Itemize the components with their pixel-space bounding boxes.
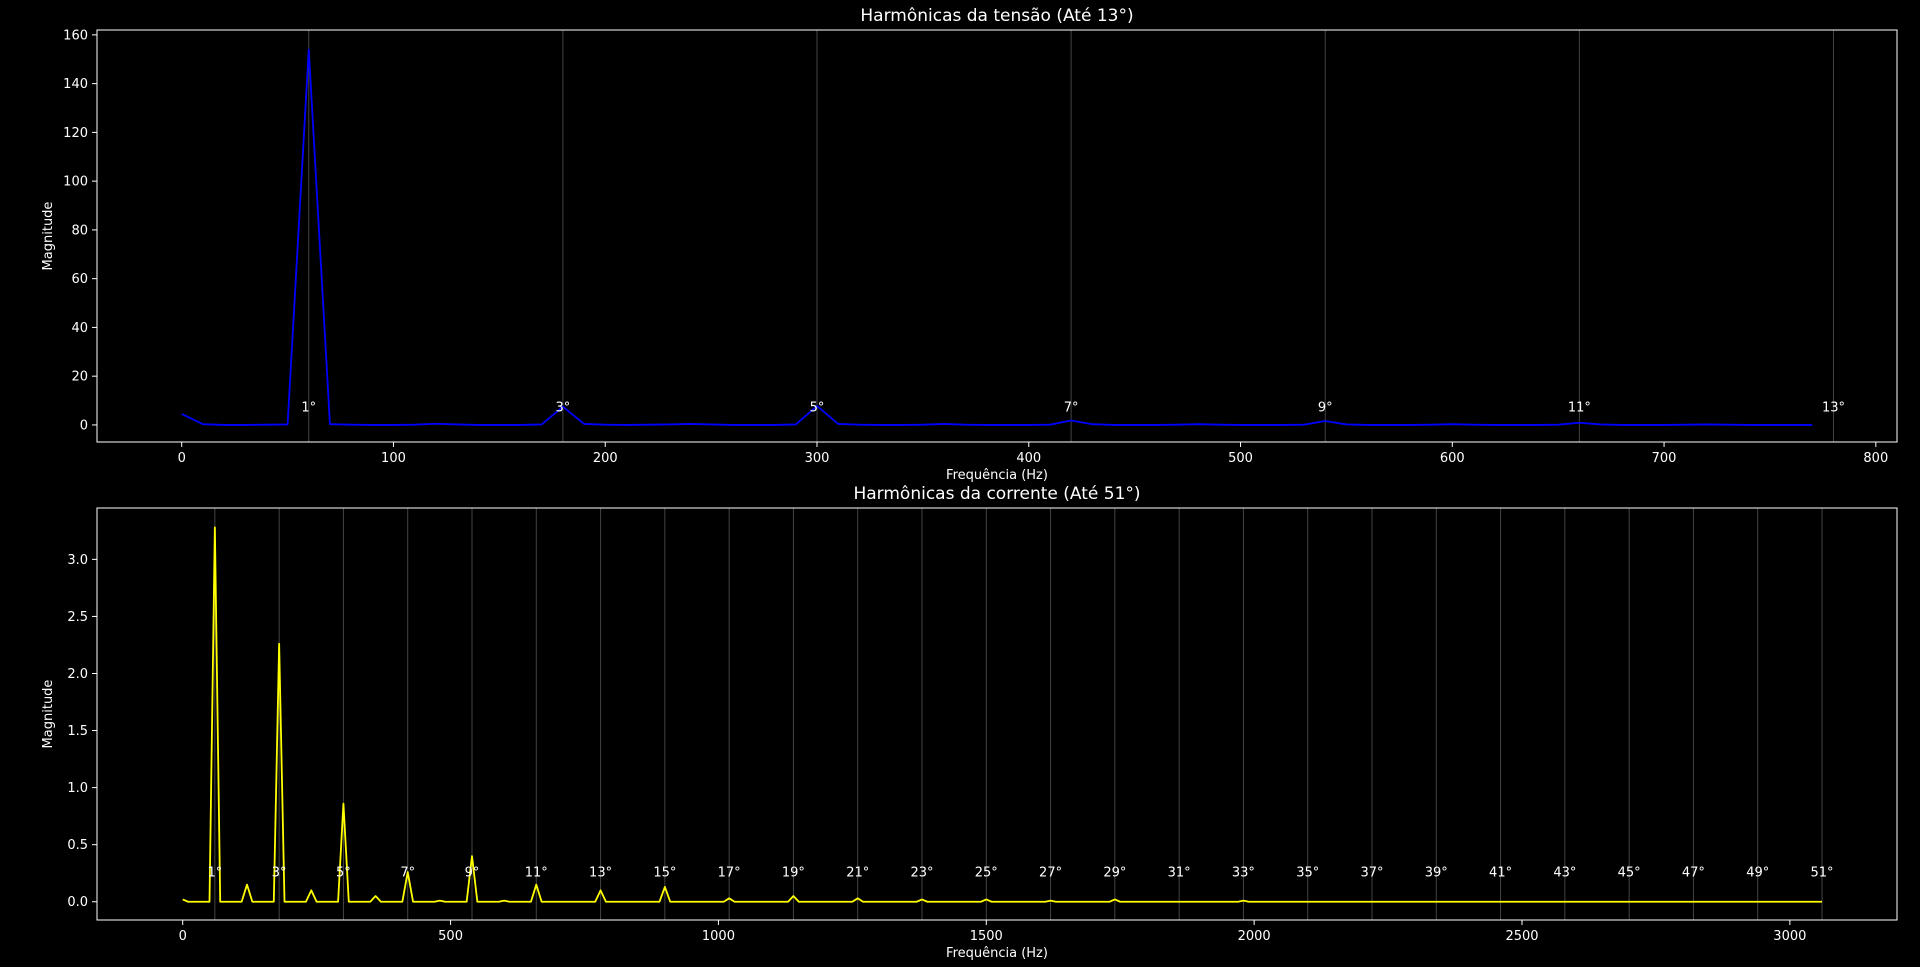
- x-tick-label: 200: [593, 451, 618, 466]
- y-tick-label: 3.0: [67, 553, 88, 568]
- harmonic-label: 43°: [1553, 866, 1576, 881]
- magnitude-series-line: [181, 48, 1813, 426]
- harmonic-label: 37°: [1360, 866, 1383, 881]
- harmonic-label: 9°: [465, 866, 480, 881]
- x-tick-label: 800: [1863, 451, 1888, 466]
- x-tick-label: 2500: [1505, 929, 1538, 944]
- harmonic-label: 9°: [1318, 401, 1333, 416]
- harmonic-label: 7°: [1064, 401, 1079, 416]
- harmonic-label: 11°: [525, 866, 548, 881]
- harmonic-label: 31°: [1168, 866, 1191, 881]
- harmonic-label: 49°: [1746, 866, 1769, 881]
- x-tick-label: 500: [438, 929, 463, 944]
- harmonic-label: 13°: [1822, 401, 1845, 416]
- harmonic-label: 21°: [846, 866, 869, 881]
- harmonic-label: 29°: [1103, 866, 1126, 881]
- y-tick-label: 0.5: [67, 838, 88, 853]
- x-axis-label: Frequência (Hz): [946, 468, 1048, 483]
- y-tick-label: 40: [71, 321, 88, 336]
- y-tick-label: 2.5: [67, 610, 88, 625]
- y-tick-label: 2.0: [67, 667, 88, 682]
- x-tick-label: 100: [381, 451, 406, 466]
- harmonic-label: 1°: [301, 401, 316, 416]
- harmonic-label: 19°: [782, 866, 805, 881]
- harmonic-label: 41°: [1489, 866, 1512, 881]
- y-tick-label: 0: [80, 418, 88, 433]
- harmonic-label: 17°: [718, 866, 741, 881]
- y-axis-label: Magnitude: [41, 680, 56, 749]
- harmonic-label: 13°: [589, 866, 612, 881]
- x-tick-label: 0: [179, 929, 187, 944]
- y-tick-label: 80: [71, 223, 88, 238]
- y-tick-label: 100: [63, 175, 88, 190]
- y-tick-label: 1.5: [67, 724, 88, 739]
- harmonic-label: 7°: [400, 866, 415, 881]
- harmonic-label: 5°: [810, 401, 825, 416]
- harmonic-label: 25°: [975, 866, 998, 881]
- x-tick-label: 500: [1228, 451, 1253, 466]
- x-tick-label: 0: [178, 451, 186, 466]
- x-tick-label: 400: [1016, 451, 1041, 466]
- x-tick-label: 700: [1652, 451, 1677, 466]
- x-tick-label: 1500: [970, 929, 1003, 944]
- voltage-harmonics-chart: Harmônicas da tensão (Até 13°) 1° 3° 5° 7° 9°…: [41, 6, 1898, 483]
- chart-title: Harmônicas da corrente (Até 51°): [853, 484, 1140, 504]
- harmonic-label: 39°: [1425, 866, 1448, 881]
- harmonic-label: 27°: [1039, 866, 1062, 881]
- magnitude-series-line: [182, 526, 1822, 903]
- y-tick-label: 20: [71, 370, 88, 385]
- harmonic-label: 51°: [1810, 866, 1833, 881]
- x-tick-label: 3000: [1773, 929, 1806, 944]
- harmonic-label: 1°: [207, 866, 222, 881]
- harmonic-label: 3°: [555, 401, 570, 416]
- y-tick-label: 60: [71, 272, 88, 287]
- y-axis-label: Magnitude: [41, 202, 56, 271]
- x-tick-label: 1000: [702, 929, 735, 944]
- plot-frame: [96, 29, 1898, 443]
- x-tick-label: 600: [1440, 451, 1465, 466]
- harmonic-label: 11°: [1568, 401, 1591, 416]
- harmonic-label: 35°: [1296, 866, 1319, 881]
- x-tick-label: 2000: [1238, 929, 1271, 944]
- harmonic-label: 23°: [910, 866, 933, 881]
- harmonic-label: 5°: [336, 866, 351, 881]
- y-tick-label: 140: [63, 77, 88, 92]
- harmonic-label: 47°: [1682, 866, 1705, 881]
- x-axis-label: Frequência (Hz): [946, 946, 1048, 961]
- y-tick-label: 120: [63, 126, 88, 141]
- current-harmonics-chart: Harmônicas da corrente (Até 51°) 1° 3° 5° 7°…: [41, 484, 1898, 961]
- harmonic-label: 45°: [1618, 866, 1641, 881]
- harmonic-label: 3°: [272, 866, 287, 881]
- harmonic-label: 33°: [1232, 866, 1255, 881]
- y-tick-label: 160: [63, 28, 88, 43]
- y-tick-label: 1.0: [67, 781, 88, 796]
- plot-frame: [96, 507, 1898, 921]
- y-tick-label: 0.0: [67, 895, 88, 910]
- chart-title: Harmônicas da tensão (Até 13°): [860, 6, 1133, 26]
- x-tick-label: 300: [805, 451, 830, 466]
- harmonic-label: 15°: [653, 866, 676, 881]
